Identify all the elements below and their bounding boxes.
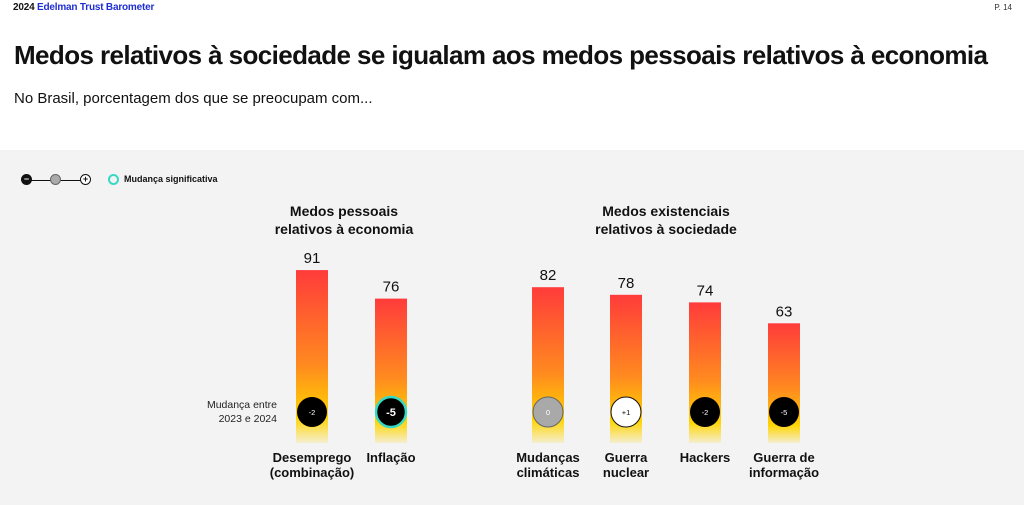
legend-significant-label: Mudança significativa	[124, 174, 218, 184]
change-marker-label: +1	[622, 408, 631, 417]
category-label: Hackers	[680, 450, 731, 465]
bar-value-label: 82	[540, 267, 557, 284]
category-label: Guerra	[605, 450, 648, 465]
change-marker-label: -5	[781, 408, 788, 417]
category-label: informação	[749, 465, 819, 480]
category-label: Guerra de	[753, 450, 814, 465]
chart-panel	[0, 150, 1024, 505]
category-label: Desemprego	[273, 450, 352, 465]
category-label: Mudanças	[516, 450, 580, 465]
change-marker	[610, 396, 642, 428]
change-marker	[297, 397, 327, 427]
change-marker-label: 0	[546, 408, 550, 417]
change-marker-label: -2	[309, 408, 316, 417]
group-title-economy: Medos pessoais relativos à economia	[234, 202, 454, 238]
group-title-line: Medos existenciais	[602, 203, 730, 219]
brand-year: 2024	[13, 2, 35, 13]
page-subtitle: No Brasil, porcentagem dos que se preocu…	[14, 90, 373, 107]
group-title-line: relativos à sociedade	[595, 221, 737, 237]
group-title-line: Medos pessoais	[289, 203, 399, 219]
group-title-society: Medos existenciais relativos à sociedade	[556, 202, 776, 238]
change-marker-label: -5	[386, 407, 396, 419]
category-label: nuclear	[603, 465, 649, 480]
change-marker	[690, 397, 720, 427]
change-label-line: Mudança entre	[206, 399, 277, 411]
page-number: P. 14	[994, 3, 1012, 12]
bar-value-label: 63	[776, 303, 793, 320]
category-label: (combinação)	[270, 465, 355, 480]
change-marker	[532, 396, 564, 428]
bar-value-label: 76	[383, 279, 400, 296]
group-title-line: relativos à economia	[274, 221, 414, 237]
change-marker	[374, 395, 408, 429]
change-marker-label: -2	[702, 408, 709, 417]
category-label: Inflação	[366, 450, 415, 465]
change-label: Mudança entre 2023 e 2024	[207, 398, 277, 426]
bar-value-label: 74	[697, 282, 714, 299]
legend-significant-ring	[108, 174, 119, 185]
bar-value-label: 78	[618, 275, 635, 292]
change-label-line: 2023 e 2024	[218, 413, 277, 425]
legend-zero-dot	[50, 174, 61, 185]
legend-plus-dot: +	[80, 174, 91, 185]
bar-value-label: 91	[304, 250, 321, 267]
category-label: climáticas	[517, 465, 580, 480]
brand-logo: 2024 Edelman Trust Barometer	[13, 2, 154, 13]
legend-minus-dot: −	[21, 174, 32, 185]
page-title: Medos relativos à sociedade se igualam a…	[14, 40, 988, 70]
change-marker	[769, 397, 799, 427]
brand-name: Edelman Trust Barometer	[37, 2, 155, 13]
